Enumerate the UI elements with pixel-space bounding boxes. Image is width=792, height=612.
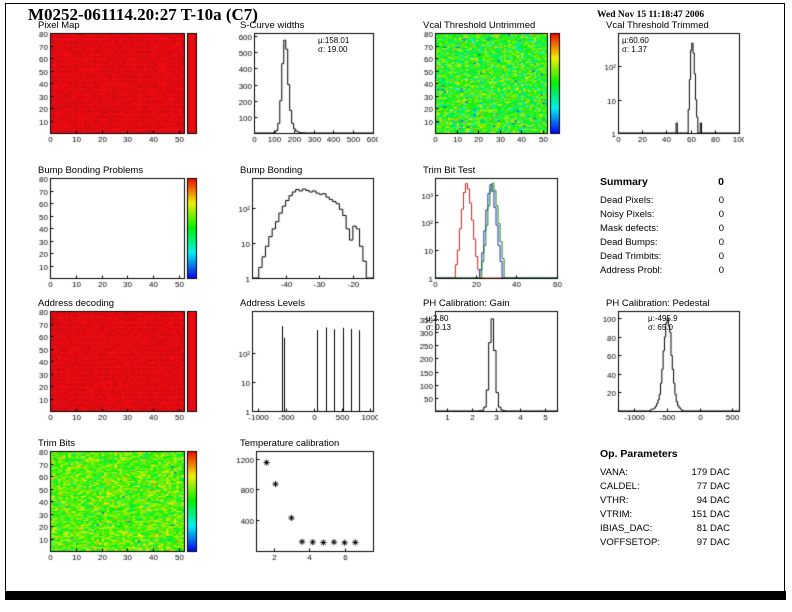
panel-title-scurve-widths: S-Curve widths xyxy=(240,20,305,31)
summary-row-noisy-pixels: Noisy Pixels: 0 xyxy=(600,209,724,220)
panel-title-trim-bits: Trim Bits xyxy=(38,438,76,449)
bump-bonding-chart xyxy=(232,175,378,293)
op-row-vthr: VTHR: 94 DAC xyxy=(600,495,730,506)
panel-title-address-levels: Address Levels xyxy=(240,298,305,309)
trim-bit-test-chart xyxy=(415,175,565,293)
summary-row-mask-defects: Mask defects: 0 xyxy=(600,223,724,234)
panel-title-bump-problems: Bump Bonding Problems xyxy=(38,165,144,176)
panel-title-trim-bit-test: Trim Bit Test xyxy=(423,165,476,176)
panel-title-bump-bonding: Bump Bonding xyxy=(240,165,303,176)
vcal-trimmed-chart xyxy=(598,30,744,148)
panel-title-pixel-map: Pixel Map xyxy=(38,20,80,31)
summary-total: 0 xyxy=(718,176,724,188)
bump-problems-chart xyxy=(30,175,202,293)
trim-bits-chart xyxy=(30,448,202,566)
summary-panel: Summary 0 Dead Pixels: 0 Noisy Pixels: 0 M… xyxy=(600,176,724,278)
op-row-caldel: CALDEL: 77 DAC xyxy=(600,481,730,492)
stat-mu: μ:-495.9 xyxy=(648,314,678,323)
ph-gain-chart xyxy=(415,308,565,426)
stat-sigma: σ: 19.00 xyxy=(318,45,348,54)
pixel-map-chart xyxy=(30,30,202,148)
op-row-vtrim: VTRIM: 151 DAC xyxy=(600,509,730,520)
vcal-untrimmed-chart xyxy=(415,30,565,148)
stats-box-ph-pedestal: μ:-495.9 σ: 65.0 xyxy=(648,314,678,332)
timestamp: Wed Nov 15 11:18:47 2006 xyxy=(597,10,705,20)
panel-title-ph-gain: PH Calibration: Gain xyxy=(423,298,510,309)
panel-title-temperature: Temperature calibration xyxy=(240,438,340,449)
op-row-ibias-dac: IBIAS_DAC: 81 DAC xyxy=(600,523,730,534)
temperature-chart xyxy=(232,448,378,566)
bottom-bar xyxy=(5,591,786,600)
stat-mu: μ:60.60 xyxy=(622,36,649,45)
address-levels-chart xyxy=(232,308,378,426)
panel-title-address-decoding: Address decoding xyxy=(38,298,115,309)
page-title: M0252-061114.20:27 T-10a (C7) xyxy=(28,5,258,24)
stat-sigma: σ: 0.13 xyxy=(426,323,451,332)
op-row-voffsetop: VOFFSETOP: 97 DAC xyxy=(600,537,730,548)
panel-title-ph-pedestal: PH Calibration: Pedestal xyxy=(606,298,710,309)
summary-heading: Summary xyxy=(600,176,648,188)
op-parameters-heading: Op. Parameters xyxy=(600,448,678,460)
summary-row-dead-trimbits: Dead Trimbits: 0 xyxy=(600,251,724,262)
summary-row-dead-pixels: Dead Pixels: 0 xyxy=(600,195,724,206)
op-parameters-panel: Op. Parameters VANA: 179 DAC CALDEL: 77 DA… xyxy=(600,448,730,550)
panel-title-vcal-untrimmed: Vcal Threshold Untrimmed xyxy=(423,20,536,31)
panel-title-vcal-trimmed: Vcal Threshold Trimmed xyxy=(606,20,709,31)
scurve-widths-chart xyxy=(232,30,378,148)
stat-mu: μ:158.01 xyxy=(318,36,350,45)
stats-box-scurve: μ:158.01 σ: 19.00 xyxy=(318,36,349,54)
stats-box-vcal-trimmed: μ:60.60 σ: 1.37 xyxy=(622,36,649,54)
address-decoding-chart xyxy=(30,308,202,426)
stat-sigma: σ: 65.0 xyxy=(648,323,673,332)
ph-pedestal-chart xyxy=(598,308,744,426)
stat-mu: μ:2.80 xyxy=(426,314,449,323)
summary-row-address-probl: Address Probl: 0 xyxy=(600,265,724,276)
summary-row-dead-bumps: Dead Bumps: 0 xyxy=(600,237,724,248)
stats-box-ph-gain: μ:2.80 σ: 0.13 xyxy=(426,314,451,332)
op-row-vana: VANA: 179 DAC xyxy=(600,467,730,478)
stat-sigma: σ: 1.37 xyxy=(622,45,647,54)
